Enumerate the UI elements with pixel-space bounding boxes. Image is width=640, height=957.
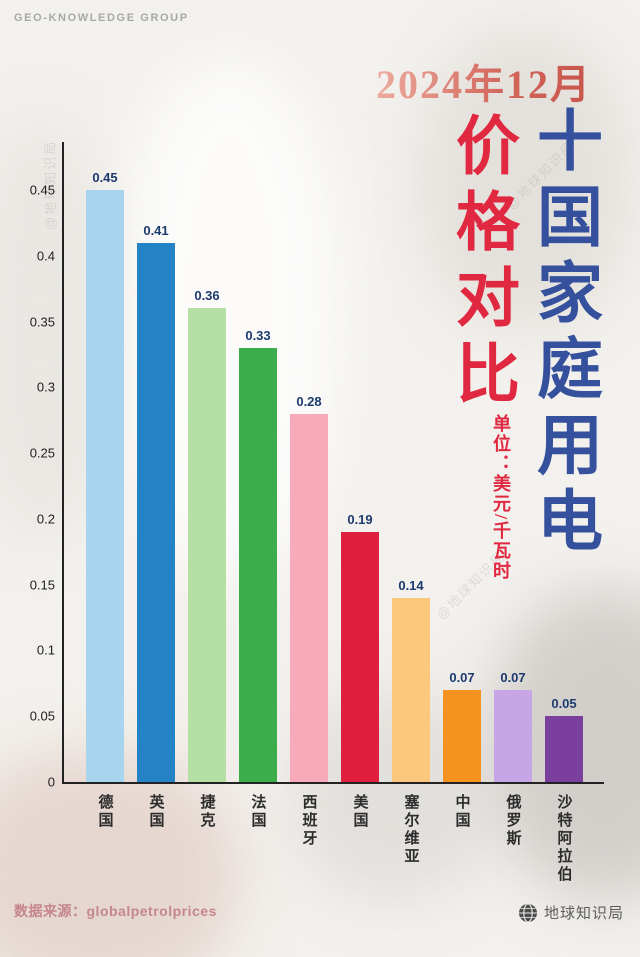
bar-group: 0.45 德国 xyxy=(86,170,124,830)
y-tick-label: 0.25 xyxy=(29,445,55,461)
bar-value-label: 0.45 xyxy=(92,170,118,185)
bar-group: 0.07 俄罗斯 xyxy=(494,669,532,848)
bar xyxy=(443,689,481,782)
bar xyxy=(494,689,532,782)
bar-group: 0.07 中国 xyxy=(443,669,481,830)
bar xyxy=(392,597,430,782)
y-tick-label: 0.3 xyxy=(36,379,55,395)
y-tick-label: 0.35 xyxy=(29,314,55,330)
data-source-text: 数据来源：globalpetrolprices xyxy=(14,903,217,919)
bar-category-label: 法国 xyxy=(249,794,267,830)
unit-label: 单位：美元/千瓦时 xyxy=(491,414,511,582)
bar-group: 0.05 沙特阿拉伯 xyxy=(545,696,583,884)
bar-group: 0.14 塞尔维亚 xyxy=(392,577,430,866)
sub-title-vertical: 价格对比 xyxy=(447,112,518,416)
bar-value-label: 0.07 xyxy=(500,669,526,685)
bar xyxy=(239,347,277,782)
bar-value-label: 0.41 xyxy=(143,222,169,238)
bar-group: 0.28 西班牙 xyxy=(290,393,328,848)
date-title: 2024年12月 xyxy=(376,52,592,110)
y-tick-label: 0.45 xyxy=(29,182,55,198)
y-tick-label: 0.2 xyxy=(36,511,55,527)
publisher-logo-label: 地球知识局 xyxy=(543,905,624,922)
bar-value-label: 0.28 xyxy=(296,393,322,409)
publisher-logo: 地球知识局 xyxy=(518,902,624,923)
y-tick-label: 0.1 xyxy=(36,642,55,658)
bar-chart: 0 0.05 0.1 0.15 0.2 0.25 0.3 0.35 0.4 0.45 0.45 德国… xyxy=(30,142,604,884)
y-tick-label: 0.15 xyxy=(29,577,55,593)
bar-category-label: 德国 xyxy=(96,794,114,830)
y-axis: 0 0.05 0.1 0.15 0.2 0.25 0.3 0.35 0.4 0.45 xyxy=(30,142,604,790)
bar-value-label: 0.33 xyxy=(245,327,271,343)
y-tick-label: 0.05 xyxy=(29,708,55,724)
bar-category-label: 捷克 xyxy=(198,794,216,830)
bar xyxy=(341,532,379,782)
bar-group: 0.41 英国 xyxy=(137,222,175,830)
bar-value-label: 0.14 xyxy=(398,577,424,593)
bar-category-label: 俄罗斯 xyxy=(504,794,522,848)
bar-value-label: 0.19 xyxy=(347,512,373,528)
bar xyxy=(290,413,328,782)
bar xyxy=(86,190,124,782)
bar-category-label: 塞尔维亚 xyxy=(402,794,420,866)
bar xyxy=(545,716,583,782)
main-title-vertical: 十国家庭用电 xyxy=(527,106,600,562)
bar-group: 0.19 美国 xyxy=(341,512,379,830)
brand-text: GEO-KNOWLEDGE GROUP xyxy=(14,12,189,24)
bar xyxy=(137,242,175,782)
bar-category-label: 中国 xyxy=(453,794,471,830)
bar-value-label: 0.36 xyxy=(194,288,220,304)
bars-layer: 0.45 德国 0.41 英国 0.36 捷克 0.33 法国 0.28 西班牙 0.19 美国 0.1… xyxy=(64,142,604,884)
bar-category-label: 英国 xyxy=(147,794,165,830)
y-tick-label: 0.4 xyxy=(36,248,55,264)
y-tick-label: 0 xyxy=(47,774,55,790)
bar-category-label: 西班牙 xyxy=(300,794,318,848)
bar-category-label: 美国 xyxy=(351,794,369,830)
bar-value-label: 0.05 xyxy=(551,696,577,712)
bar-value-label: 0.07 xyxy=(449,669,475,685)
globe-logo-icon xyxy=(518,902,538,923)
bar-category-label: 沙特阿拉伯 xyxy=(555,794,573,884)
bar-group: 0.36 捷克 xyxy=(188,288,226,830)
bar-group: 0.33 法国 xyxy=(239,327,277,830)
bar xyxy=(188,308,226,782)
